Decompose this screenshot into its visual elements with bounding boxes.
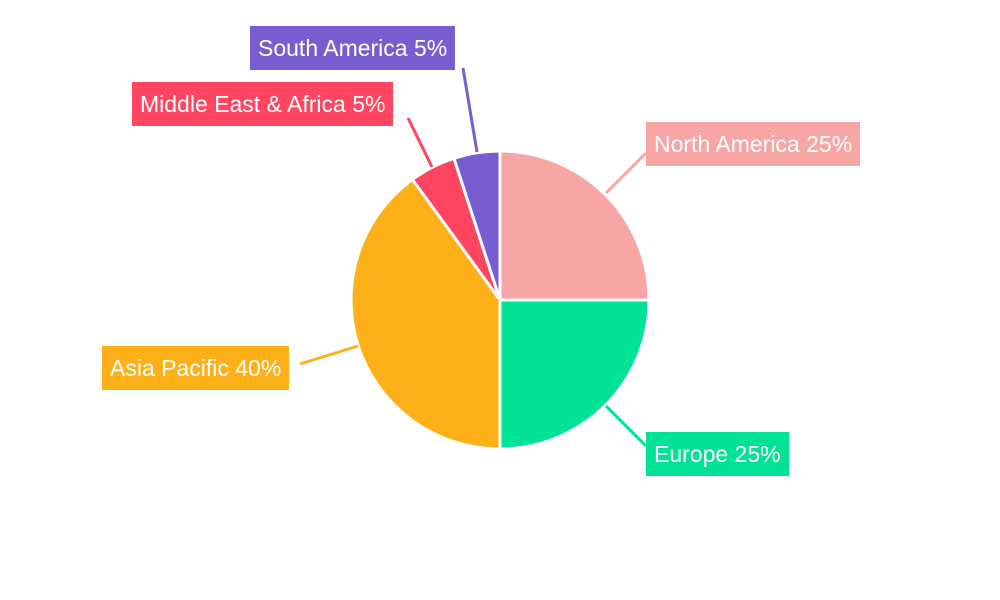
- data-label: Middle East & Africa 5%: [132, 82, 394, 126]
- leader-line: [604, 404, 648, 448]
- data-label: South America 5%: [250, 26, 456, 70]
- pie-slice-asia-pacific[interactable]: [349, 177, 502, 451]
- data-label: North America 25%: [646, 122, 861, 166]
- leader-line: [461, 67, 479, 153]
- leader-line: [406, 117, 434, 168]
- leader-line: [299, 344, 359, 366]
- pie-slice-europe[interactable]: [498, 298, 651, 451]
- data-label: Asia Pacific 40%: [102, 346, 290, 390]
- pie-slice-south-america[interactable]: [452, 149, 502, 301]
- data-label: Europe 25%: [646, 432, 789, 476]
- pie-slice-north-america[interactable]: [498, 149, 651, 302]
- leader-line: [604, 151, 648, 195]
